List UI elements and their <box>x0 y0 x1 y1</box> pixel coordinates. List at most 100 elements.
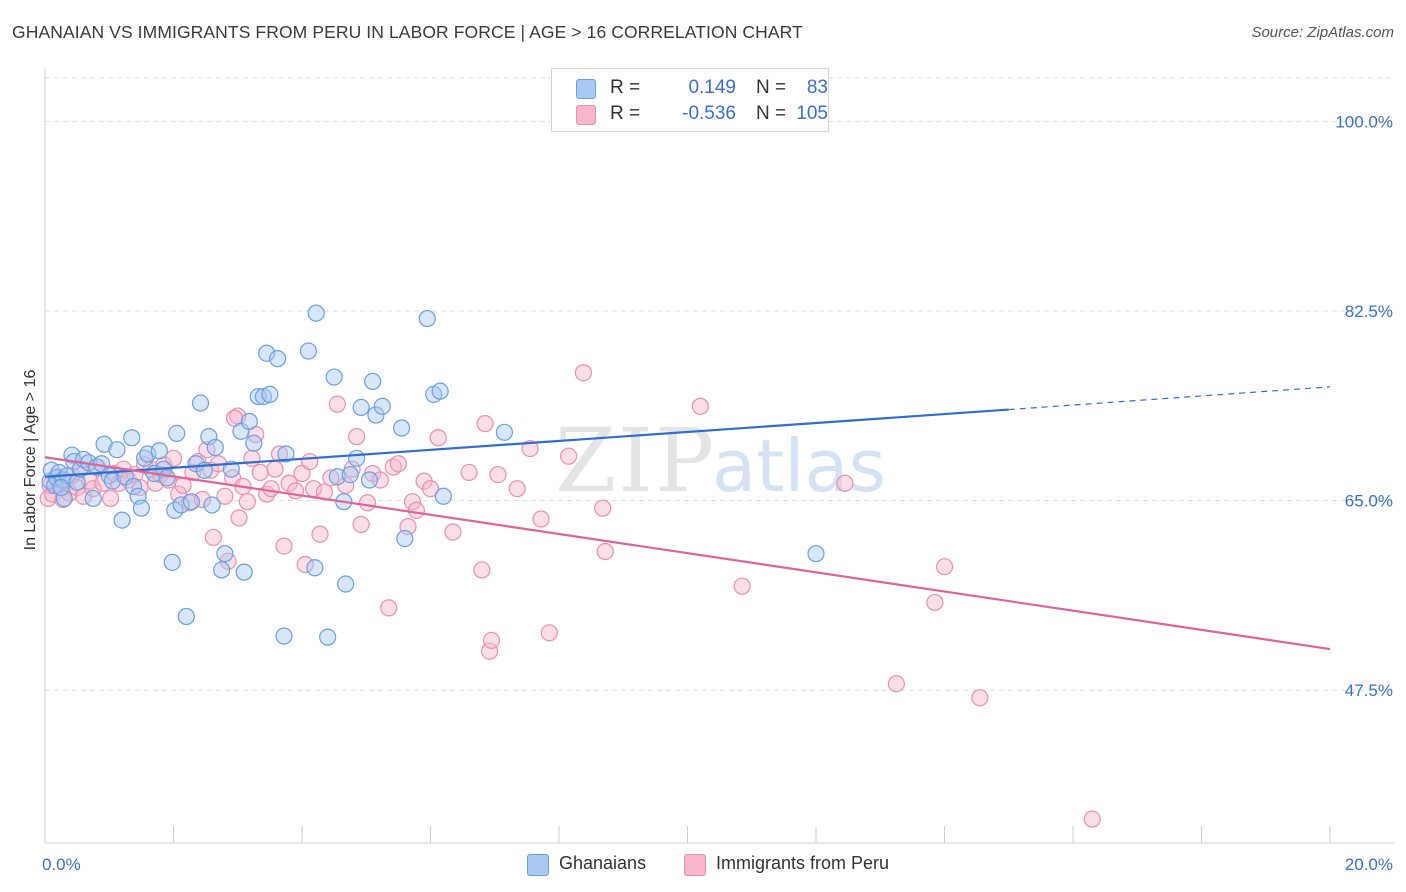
chart-title: GHANAIAN VS IMMIGRANTS FROM PERU IN LABO… <box>12 22 803 42</box>
ghanaian-point <box>325 368 343 386</box>
peru-n-label: N = <box>756 103 787 124</box>
peru-point <box>482 631 501 649</box>
peru-point <box>540 624 558 642</box>
ghanaian-point <box>123 429 141 447</box>
peru-point <box>230 509 248 527</box>
ghanaian-point <box>431 382 449 400</box>
peru-point <box>473 561 491 579</box>
ghanaian-point <box>277 445 295 463</box>
peru-point <box>560 447 578 465</box>
peru-point <box>596 542 614 561</box>
peru-point <box>574 364 593 382</box>
peru-point <box>532 510 550 528</box>
ghanaian-point <box>177 607 195 626</box>
ghanaian-point <box>373 397 391 415</box>
peru-point <box>322 469 340 487</box>
peru-point <box>926 593 944 612</box>
peru-point <box>389 455 407 473</box>
ghanaian-point <box>213 561 231 579</box>
peru-point <box>348 428 366 446</box>
y-tick-label: 82.5% <box>1345 302 1393 321</box>
ghanaian-point <box>418 309 436 328</box>
ghanaian-point <box>163 553 181 571</box>
peru-point <box>266 460 284 478</box>
watermark-zip: ZIP <box>555 409 716 512</box>
peru-point <box>460 463 478 482</box>
ghanaian-point <box>125 477 143 496</box>
peru-point <box>421 480 440 498</box>
ghanaian-point <box>392 419 411 437</box>
peru-point <box>594 499 612 517</box>
ghanaian-point <box>268 350 287 368</box>
ghanaian-point <box>307 304 325 322</box>
ghanaian-point <box>182 493 201 511</box>
ghanaian-point <box>258 344 276 362</box>
peru-point <box>301 452 319 471</box>
peru-point <box>476 415 494 433</box>
ghanaian-point <box>191 394 210 412</box>
ghanaian-point <box>306 559 324 577</box>
ghanaian-point <box>328 468 346 486</box>
ghanaians-r-value: 0.149 <box>688 77 736 98</box>
peru-point <box>508 480 526 498</box>
ghanaian-point <box>807 545 825 563</box>
ghanaian-point <box>108 441 126 459</box>
ghanaians-n-value: 83 <box>806 77 828 98</box>
ghanaian-point <box>206 438 224 457</box>
peru-point <box>204 528 222 547</box>
ghanaian-point <box>360 471 379 489</box>
peru-point <box>1083 810 1101 828</box>
ghanaian-point <box>84 489 102 508</box>
peru-point <box>243 449 261 467</box>
y-axis-label: In Labor Force | Age > 16 <box>22 370 39 551</box>
ghanaians-n-label: N = <box>756 77 787 98</box>
ghanaians-r-label: R = <box>610 77 641 98</box>
peru-point <box>733 577 751 595</box>
peru-point <box>293 464 311 483</box>
ghanaian-trend-line <box>44 408 1009 478</box>
ghanaian-point <box>364 372 382 390</box>
peru-point <box>481 642 499 660</box>
peru-point <box>164 449 183 467</box>
ghanaian-point <box>52 478 70 497</box>
peru-n-value: 105 <box>796 103 828 124</box>
ghanaian-point <box>132 499 150 517</box>
peru-point <box>489 465 507 484</box>
ghanaian-point <box>158 469 176 487</box>
peru-point <box>352 515 370 534</box>
peru-point <box>403 493 422 511</box>
ghanaian-point <box>337 575 355 593</box>
ghanaian-point <box>319 628 337 646</box>
peru-point <box>380 599 398 617</box>
ghanaian-point <box>55 489 73 508</box>
peru-point <box>384 458 402 476</box>
ghanaian-point <box>275 627 293 645</box>
ghanaian-point <box>235 563 253 581</box>
ghanaian-point <box>495 423 513 441</box>
y-tick-label: 47.5% <box>1345 681 1393 700</box>
ghanaian-point <box>261 385 279 404</box>
peru-point <box>193 490 212 509</box>
peru-point <box>275 537 293 555</box>
peru-r-label: R = <box>610 103 641 124</box>
peru-point <box>935 558 954 576</box>
ghanaian-point <box>352 398 370 417</box>
ghanaian-point <box>150 442 168 460</box>
peru-swatch <box>576 105 596 125</box>
peru-point <box>358 494 377 512</box>
axis-labels: 47.5% 65.0% 82.5% 100.0% 0.0% 20.0% In Labor F… <box>22 112 1393 874</box>
ghanaian-point <box>348 449 366 467</box>
ghanaian-point <box>216 545 234 563</box>
peru-trend-line <box>44 456 1331 651</box>
ghanaian-point <box>245 434 263 452</box>
bottom-ghanaians-swatch <box>527 854 549 876</box>
ghanaian-point <box>396 529 414 548</box>
peru-point <box>429 429 447 447</box>
peru-point <box>444 523 462 541</box>
y-tick-label: 100.0% <box>1335 112 1393 131</box>
ghanaian-point <box>367 406 385 424</box>
peru-point <box>836 474 854 492</box>
peru-point <box>251 463 269 482</box>
peru-point <box>262 480 280 498</box>
